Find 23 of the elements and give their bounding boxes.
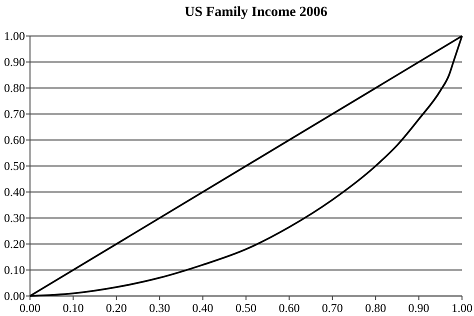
y-tick-label: 0.60 xyxy=(4,133,25,148)
x-tick-label: 0.20 xyxy=(106,301,127,315)
y-tick-label: 0.00 xyxy=(4,289,25,304)
y-tick-label: 0.40 xyxy=(4,185,25,200)
x-tick-label: 0.30 xyxy=(149,301,170,315)
x-tick-label: 0.10 xyxy=(62,301,84,315)
y-tick-label: 0.80 xyxy=(4,81,25,96)
y-tick-label: 0.50 xyxy=(4,159,25,174)
x-tick-label: 0.80 xyxy=(365,301,386,315)
x-tick-label: 0.60 xyxy=(278,301,300,315)
x-tick-label: 0.70 xyxy=(322,301,343,315)
x-tick-label: 0.40 xyxy=(192,301,214,315)
x-tick-label: 0.50 xyxy=(236,301,256,315)
y-tick-label: 0.10 xyxy=(4,263,25,278)
y-tick-label: 0.30 xyxy=(4,211,25,226)
y-tick-label: 0.90 xyxy=(4,55,25,70)
chart-title: US Family Income 2006 xyxy=(184,5,328,20)
x-tick-label: 1.00 xyxy=(452,301,472,315)
x-tick-label: 0.00 xyxy=(20,301,40,315)
y-tick-label: 0.20 xyxy=(4,237,25,252)
y-tick-label: 1.00 xyxy=(4,29,25,44)
y-tick-label: 0.70 xyxy=(4,107,25,122)
x-tick-label: 0.90 xyxy=(408,301,430,315)
